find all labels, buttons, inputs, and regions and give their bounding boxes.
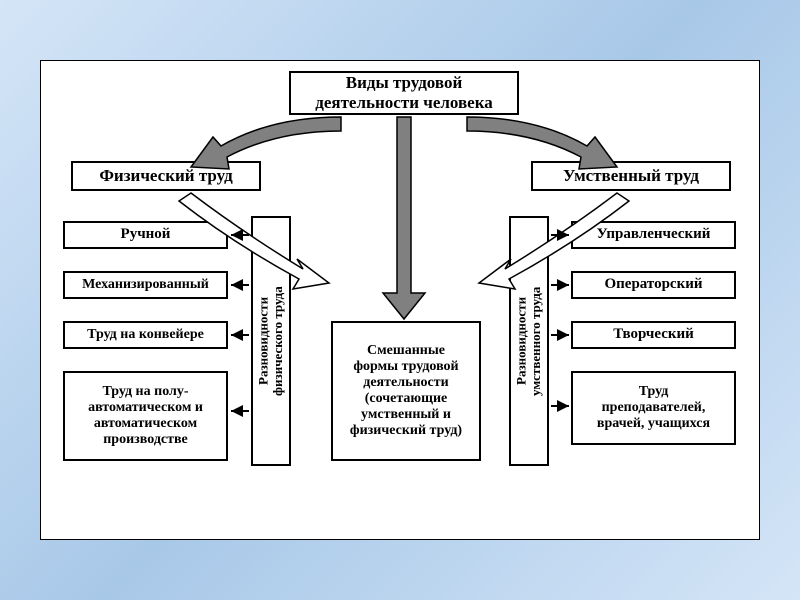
diagram-canvas: Виды трудовойдеятельности человека Физич… [40, 60, 760, 540]
node-label: Трудпреподавателей,врачей, учащихся [597, 384, 710, 432]
node-mechanized: Механизированный [63, 271, 228, 299]
node-label: Смешанныеформы трудовойдеятельности(соче… [350, 343, 462, 440]
node-label: Ручной [121, 226, 171, 243]
node-label: Физический труд [99, 166, 232, 186]
node-label: Виды трудовойдеятельности человека [315, 73, 493, 112]
node-label: Труд на полу-автоматическом иавтоматичес… [88, 384, 203, 448]
node-manual: Ручной [63, 221, 228, 249]
node-label: Разновидностифизического труда [257, 286, 286, 396]
node-mixed: Смешанныеформы трудовойдеятельности(соче… [331, 321, 481, 461]
node-mental: Умственный труд [531, 161, 731, 191]
node-varieties-physical: Разновидностифизического труда [251, 216, 291, 466]
node-creative: Творческий [571, 321, 736, 349]
node-managerial: Управленческий [571, 221, 736, 249]
node-label: Разновидностиумственного труда [515, 286, 544, 395]
arrows-overlay [41, 61, 761, 541]
node-root: Виды трудовойдеятельности человека [289, 71, 519, 115]
arrow-root-to-mixed [383, 117, 425, 319]
node-semiauto: Труд на полу-автоматическом иавтоматичес… [63, 371, 228, 461]
node-varieties-mental: Разновидностиумственного труда [509, 216, 549, 466]
node-label: Операторский [604, 276, 702, 293]
node-operator: Операторский [571, 271, 736, 299]
node-conveyor: Труд на конвейере [63, 321, 228, 349]
node-teachers: Трудпреподавателей,врачей, учащихся [571, 371, 736, 445]
node-label: Труд на конвейере [87, 327, 204, 343]
node-physical: Физический труд [71, 161, 261, 191]
node-label: Умственный труд [563, 166, 699, 186]
node-label: Управленческий [597, 226, 711, 243]
node-label: Механизированный [82, 277, 209, 293]
node-label: Творческий [613, 326, 694, 343]
